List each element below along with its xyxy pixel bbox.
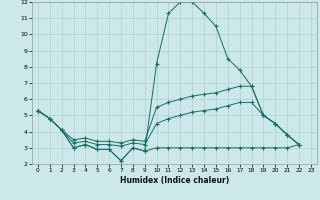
X-axis label: Humidex (Indice chaleur): Humidex (Indice chaleur) — [120, 176, 229, 185]
